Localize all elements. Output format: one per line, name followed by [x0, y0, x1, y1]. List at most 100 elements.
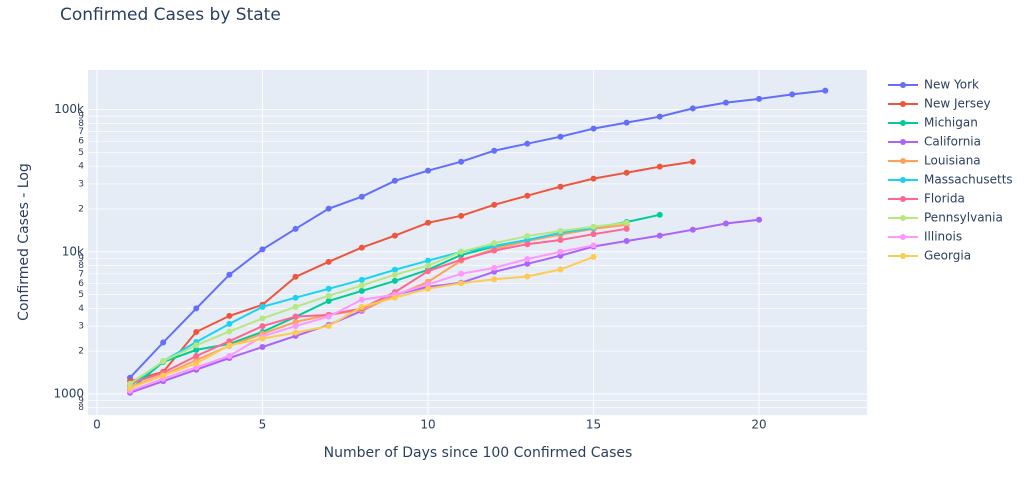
data-point [789, 91, 796, 98]
series-line [129, 227, 627, 385]
y-tick-label: 2 [78, 347, 84, 357]
legend-marker [900, 177, 906, 183]
data-point [557, 248, 564, 255]
y-tick-label: 8 [78, 119, 84, 129]
data-point [458, 280, 465, 287]
data-point [193, 352, 200, 359]
data-point [292, 303, 299, 310]
data-point [391, 177, 398, 184]
data-point [160, 339, 167, 346]
data-point [391, 294, 398, 301]
data-point [292, 273, 299, 280]
y-tick-label: 9 [78, 396, 84, 406]
series-line [129, 160, 694, 383]
data-point [458, 248, 465, 255]
legend-label: Georgia [924, 249, 971, 263]
data-point [325, 258, 332, 265]
data-point [656, 113, 663, 120]
data-point [226, 328, 233, 335]
data-point [491, 264, 498, 271]
legend-marker [900, 215, 906, 221]
plot-area [88, 70, 867, 415]
data-point [491, 247, 498, 254]
series-line [129, 221, 627, 385]
data-point [193, 346, 200, 353]
data-point [491, 147, 498, 154]
legend-label: Louisiana [924, 154, 981, 168]
y-tick-label: 3 [78, 322, 84, 332]
x-axis-title: Number of Days since 100 Confirmed Cases [324, 445, 633, 461]
y-tick-label: 7 [78, 127, 84, 137]
data-point [689, 158, 696, 165]
data-point [425, 285, 432, 292]
y-tick-label: 5 [78, 290, 84, 300]
data-point [160, 358, 167, 365]
data-point [358, 287, 365, 294]
data-point [590, 242, 597, 249]
data-point [590, 223, 597, 230]
data-point [425, 262, 432, 269]
series-line [129, 89, 826, 379]
data-point [425, 281, 432, 288]
data-point [524, 192, 531, 199]
data-point [524, 233, 531, 240]
legend-marker [900, 120, 906, 126]
data-point [524, 273, 531, 280]
y-tick-label: 10k [62, 244, 84, 258]
legend-label: Pennsylvania [924, 211, 1003, 225]
legend-label: Michigan [924, 116, 978, 130]
data-point [491, 201, 498, 208]
data-point [358, 303, 365, 310]
data-point [358, 193, 365, 200]
y-axis-title: Confirmed Cases - Log [16, 163, 32, 321]
data-point [623, 225, 630, 232]
data-point [292, 318, 299, 325]
data-point [325, 323, 332, 330]
data-point [590, 253, 597, 260]
legend-marker [900, 253, 906, 259]
y-tick-label: 3 [78, 179, 84, 189]
data-point [623, 119, 630, 126]
data-point [259, 323, 266, 330]
data-point [689, 226, 696, 233]
data-point [524, 255, 531, 262]
data-point [259, 303, 266, 310]
data-point [325, 313, 332, 320]
data-point [822, 87, 829, 94]
data-point [458, 158, 465, 165]
legend-marker [900, 196, 906, 202]
data-point [524, 260, 531, 267]
y-tick-label: 9 [78, 254, 84, 264]
data-point [193, 342, 200, 349]
data-point [722, 220, 729, 227]
data-point [292, 323, 299, 330]
data-point [259, 246, 266, 253]
y-tick-label: 4 [78, 304, 84, 314]
data-point [325, 205, 332, 212]
y-tick-label: 5 [78, 148, 84, 158]
x-tick-label: 0 [93, 418, 101, 432]
legend-label: California [924, 135, 981, 149]
y-tick-label: 8 [78, 403, 84, 413]
data-point [325, 292, 332, 299]
series-line [129, 218, 760, 394]
data-point [425, 268, 432, 275]
data-point [193, 360, 200, 367]
legend-label: Massachusetts [924, 173, 1013, 187]
legend-label: New Jersey [924, 97, 991, 111]
legend-label: New York [924, 78, 979, 92]
x-tick-label: 5 [259, 418, 267, 432]
data-point [557, 183, 564, 190]
legend-marker [900, 82, 906, 88]
data-point [491, 240, 498, 247]
data-point [391, 271, 398, 278]
y-tick-label: 9 [78, 112, 84, 122]
data-point [358, 296, 365, 303]
data-point [193, 305, 200, 312]
y-tick-label: 100k [54, 102, 84, 116]
data-point [226, 320, 233, 327]
data-point [292, 294, 299, 301]
data-point [127, 380, 134, 387]
x-tick-label: 10 [420, 418, 435, 432]
data-point [358, 282, 365, 289]
